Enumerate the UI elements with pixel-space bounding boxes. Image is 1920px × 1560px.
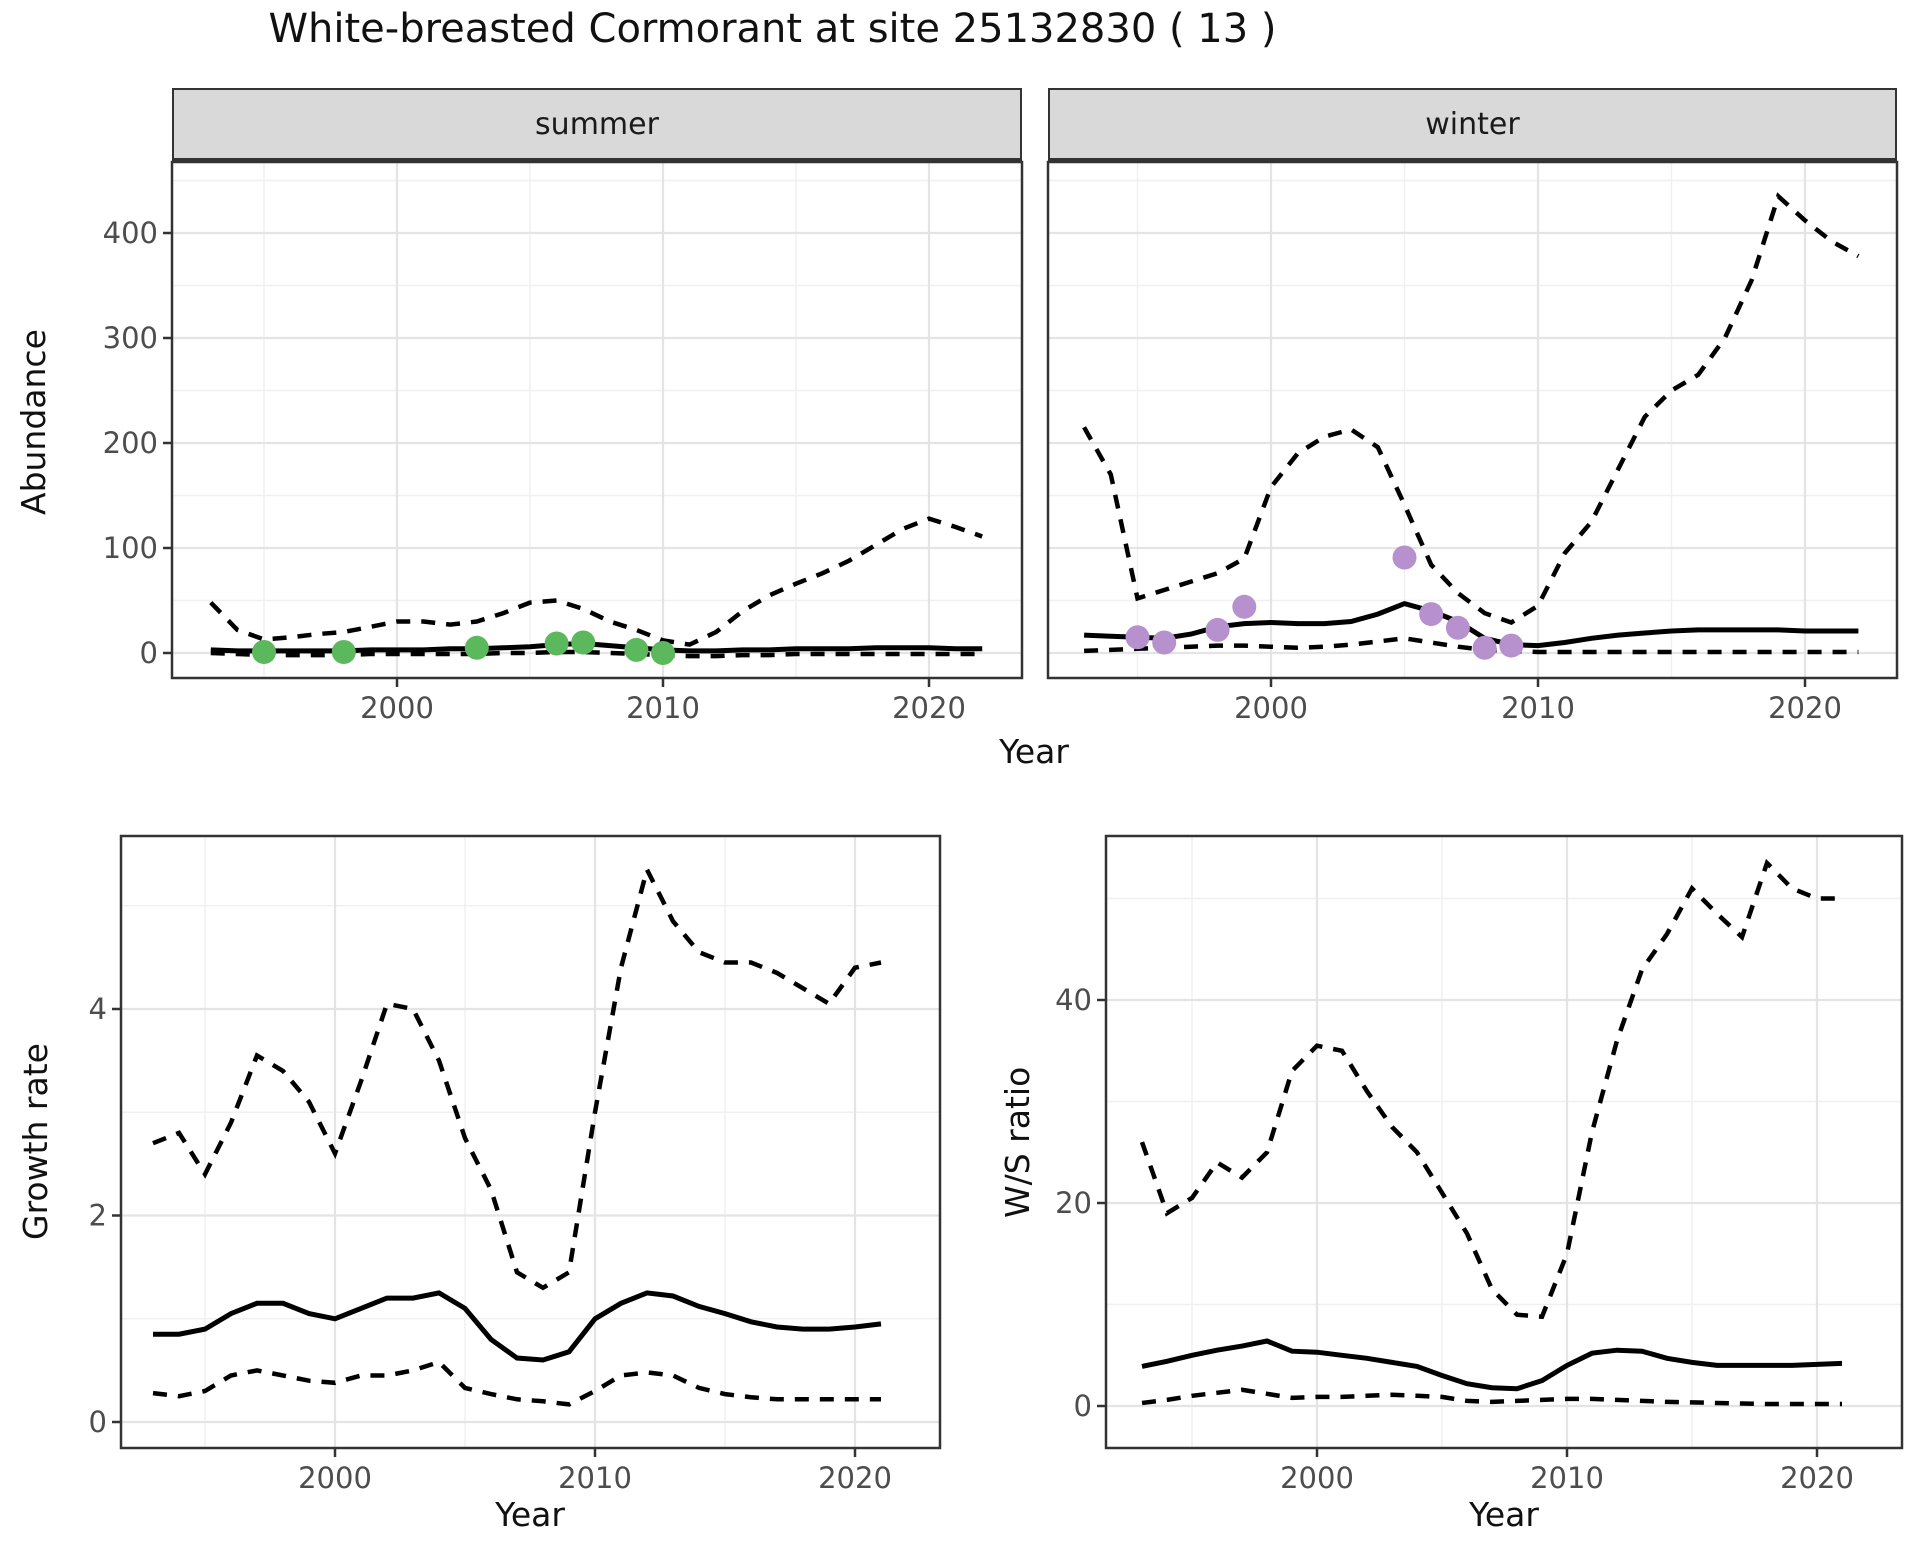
top-year-axis-title: Year [999,732,1069,771]
winter-observation-point [1205,617,1230,642]
summer-upper-ci-line [209,516,983,647]
summer-panel: 2000 2010 2020 0 100 200 300 400 [103,160,1024,725]
x-axis-tick-label: 2010 [1501,691,1575,725]
winter-observation-point [1499,633,1524,658]
growth-lower-ci-line [152,1359,881,1407]
facet-strip-winter-label: winter [1425,106,1520,142]
winter-upper-ci-line [1082,192,1860,625]
x-axis-tick-label: 2000 [360,691,434,725]
x-axis-tick-label: 2010 [558,1461,632,1495]
ws-panel-border [1104,834,1904,1450]
ws-year-axis-title: Year [1469,1495,1539,1534]
y-axis-tick-label: 400 [103,216,158,250]
growth-panel: 2000 2010 2020 0 2 4 [89,834,942,1495]
y-axis-tick-label: 0 [89,1405,107,1439]
ws-panel-background [1106,836,1902,1448]
y-axis-tick-label: 0 [1074,1389,1092,1423]
growth-upper-ci-line [152,863,882,1291]
winter-panel-border [1046,160,1899,680]
y-axis-tick-label: 4 [89,992,107,1026]
summer-panel-border [170,160,1024,680]
x-axis-tick-label: 2010 [1530,1461,1604,1495]
summer-observation-point [331,640,356,664]
ws-upper-ci-line [1139,858,1842,1320]
x-axis-tick-label: 2020 [818,1461,892,1495]
growth-year-axis-title: Year [495,1495,565,1534]
ws-lower-ci-line [1141,1387,1842,1407]
x-axis-tick-label: 2020 [1768,691,1842,725]
winter-observation-point [1232,594,1257,619]
winter-panel: 2000 2010 2020 [1046,160,1899,725]
chart-title: White-breasted Cormorant at site 2513283… [268,6,1277,52]
summer-observation-point [464,635,489,660]
y-axis-tick-label: 300 [103,321,158,355]
winter-observation-point [1419,602,1444,627]
y-axis-tick-label: 2 [89,1199,107,1233]
y-axis-tick-label: 0 [140,636,158,670]
growth-rate-axis-title: Growth rate [16,1043,55,1241]
abundance-axis-title: Abundance [14,329,53,515]
y-axis-tick-label: 200 [103,426,158,460]
facet-strip-summer-label: summer [535,106,659,142]
x-axis-tick-label: 2000 [1280,1461,1354,1495]
x-axis-tick-label: 2020 [892,691,966,725]
winter-panel-background [1048,162,1897,678]
x-axis-tick-label: 2010 [626,691,700,725]
facet-strip-summer: summer [172,88,1022,162]
y-axis-tick-label: 100 [103,531,158,565]
winter-observation-point [1152,630,1177,655]
x-axis-tick-label: 2000 [298,1461,372,1495]
summer-observation-point [571,630,596,655]
winter-observation-point [1125,625,1150,650]
summer-observation-point [544,631,569,656]
facet-strip-winter: winter [1048,88,1897,162]
summer-observation-point [624,637,649,662]
ws-mean-line [1141,1338,1843,1392]
winter-observation-point [1472,635,1497,660]
growth-panel-border [119,834,942,1450]
y-axis-tick-label: 40 [1055,983,1092,1017]
y-axis-tick-label: 20 [1055,1186,1092,1220]
growth-mean-line [153,1290,882,1363]
ws-panel: 2000 2010 2020 0 20 40 [1055,834,1904,1495]
growth-panel-background [121,836,940,1448]
summer-panel-background [172,162,1022,678]
winter-observation-point [1392,545,1417,570]
summer-observation-point [252,640,276,664]
winter-observation-point [1445,615,1470,640]
summer-observation-point [651,641,675,665]
x-axis-tick-label: 2000 [1234,691,1308,725]
winter-lower-ci-line [1084,636,1859,655]
ws-ratio-axis-title: W/S ratio [998,1066,1037,1218]
x-axis-tick-label: 2020 [1780,1461,1854,1495]
